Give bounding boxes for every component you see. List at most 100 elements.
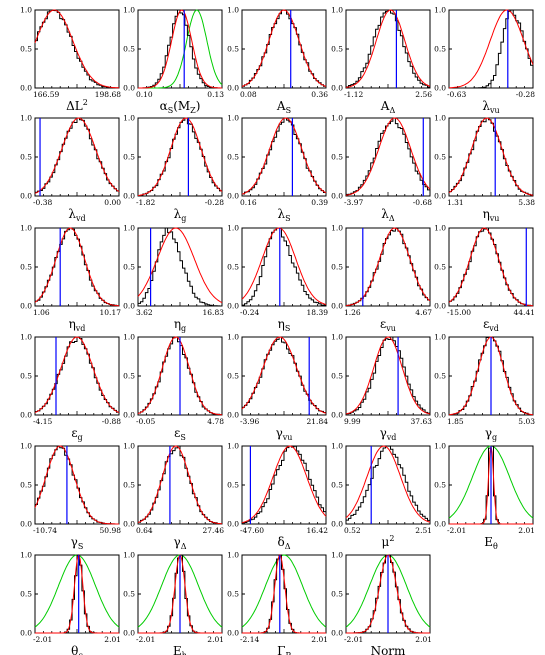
panel-24: 0.0 0.5 1.0 0.52 2.51 μ2 — [331, 442, 432, 550]
panel-27: 0.0 0.5 1.0 -2.01 2.01 Eh — [123, 551, 224, 655]
y-tick-label: 1.0 — [331, 333, 343, 342]
plot-frame — [448, 227, 534, 307]
x-tick-label-min: 0.08 — [240, 90, 257, 99]
y-tick-label: 0.0 — [331, 84, 343, 93]
x-tick-label-max: 16.42 — [307, 526, 329, 535]
axis-label: ΓP — [277, 644, 291, 655]
fit-curve — [448, 117, 534, 196]
x-tick-label-max: 2.01 — [518, 526, 535, 535]
histogram — [242, 336, 326, 413]
x-tick-label-max: 5.38 — [518, 198, 535, 207]
panel-28: 0.0 0.5 1.0 -2.14 2.01 ΓP — [227, 551, 328, 655]
y-tick-label: 1.0 — [123, 114, 135, 123]
x-tick-label-max: 4.67 — [415, 308, 432, 317]
fit-curve — [241, 9, 327, 87]
x-tick-label-min: 0.52 — [344, 526, 361, 535]
y-tick-label: 1.0 — [123, 442, 135, 451]
axis-label: γS — [71, 535, 84, 551]
fit-curve — [34, 336, 120, 414]
axis-label: λS — [277, 207, 290, 223]
panel-6: 0.0 0.5 1.0 -0.38 0.00 λvd — [20, 114, 121, 224]
x-tick-label-min: 166.59 — [33, 90, 59, 99]
y-tick-label: 0.0 — [20, 192, 32, 201]
fit-curve — [241, 227, 327, 305]
x-tick-label-max: 2.56 — [415, 90, 432, 99]
y-tick-label: 1.0 — [227, 224, 239, 233]
histogram — [449, 9, 533, 89]
histogram — [346, 445, 430, 521]
x-tick-label-max: -0.28 — [516, 90, 535, 99]
fit-curve — [137, 445, 223, 525]
x-tick-label-min: -4.15 — [33, 417, 52, 426]
y-tick-label: 0.0 — [227, 411, 239, 420]
y-tick-label: 0.0 — [331, 302, 343, 311]
axis-label: δΔ — [277, 535, 290, 551]
y-tick-label: 1.0 — [227, 442, 239, 451]
y-tick-label: 1.0 — [20, 551, 32, 560]
fit-curve — [34, 445, 119, 525]
histogram — [346, 336, 430, 415]
panel-7: 0.0 0.5 1.0 -1.82 -0.28 λg — [123, 114, 224, 224]
panel-2: 0.0 0.5 1.0 0.10 0.13 αS(MZ) — [123, 6, 224, 116]
x-tick-label-max: 0.13 — [207, 90, 224, 99]
histogram — [242, 445, 326, 524]
y-tick-label: 0.0 — [20, 629, 32, 638]
x-tick-label-min: 1.31 — [447, 198, 464, 207]
y-tick-label: 0.5 — [123, 590, 135, 599]
plot-frame — [241, 336, 327, 416]
y-tick-label: 0.5 — [434, 45, 446, 54]
plot-frame — [448, 9, 534, 89]
panel-13: 0.0 0.5 1.0 -0.24 18.39 ηS — [227, 224, 328, 334]
plot-frame — [137, 9, 223, 89]
axis-label: μ2 — [382, 534, 395, 549]
y-tick-label: 1.0 — [20, 442, 32, 451]
panel-14: 0.0 0.5 1.0 1.26 4.67 εvu — [331, 224, 432, 334]
y-tick-label: 0.0 — [434, 84, 446, 93]
x-tick-label-min: -0.24 — [240, 308, 259, 317]
x-tick-label-min: -0.63 — [447, 90, 466, 99]
x-tick-label-max: 16.83 — [203, 308, 225, 317]
x-tick-label-min: -10.74 — [33, 526, 57, 535]
plot-frame — [34, 117, 120, 197]
y-tick-label: 1.0 — [331, 442, 343, 451]
y-tick-label: 1.0 — [434, 333, 446, 342]
y-tick-label: 0.5 — [227, 590, 239, 599]
axis-label: γg — [485, 426, 497, 442]
x-tick-label-max: 2.01 — [311, 635, 328, 644]
x-tick-label-max: 10.17 — [100, 308, 122, 317]
fit-curve — [34, 9, 119, 89]
y-tick-label: 0.5 — [20, 481, 32, 490]
panel-9: 0.0 0.5 1.0 -3.97 -0.68 λΔ — [331, 114, 432, 224]
y-tick-label: 0.5 — [227, 153, 239, 162]
y-tick-label: 0.0 — [434, 192, 446, 201]
axis-label: Norm — [371, 644, 406, 655]
y-tick-label: 0.5 — [227, 263, 239, 272]
histogram — [35, 336, 119, 413]
y-tick-label: 0.5 — [227, 372, 239, 381]
y-tick-label: 0.0 — [331, 629, 343, 638]
y-tick-label: 0.5 — [123, 481, 135, 490]
x-tick-label-max: 2.01 — [104, 635, 121, 644]
y-tick-label: 1.0 — [123, 551, 135, 560]
x-tick-label-max: 2.01 — [207, 635, 224, 644]
fit-curve — [34, 117, 120, 194]
y-tick-label: 1.0 — [434, 224, 446, 233]
y-tick-label: 0.0 — [20, 302, 32, 311]
plot-frame — [34, 9, 120, 89]
axis-label: AS — [276, 99, 291, 115]
x-tick-label-min: 1.26 — [344, 308, 361, 317]
y-tick-label: 1.0 — [20, 114, 32, 123]
y-tick-label: 1.0 — [227, 333, 239, 342]
axis-label: εg — [71, 426, 82, 442]
y-tick-label: 0.5 — [331, 590, 343, 599]
fit-curve — [241, 445, 327, 524]
x-tick-label-max: 198.68 — [95, 90, 121, 99]
x-tick-label-max: -0.28 — [205, 198, 224, 207]
axis-label: θc — [71, 644, 83, 655]
axis-label: αS(MZ) — [160, 99, 201, 115]
y-tick-label: 0.0 — [331, 520, 343, 529]
y-tick-label: 0.5 — [20, 153, 32, 162]
y-tick-label: 0.5 — [123, 45, 135, 54]
x-tick-label-max: 2.01 — [415, 635, 432, 644]
x-tick-label-min: -2.14 — [240, 635, 259, 644]
